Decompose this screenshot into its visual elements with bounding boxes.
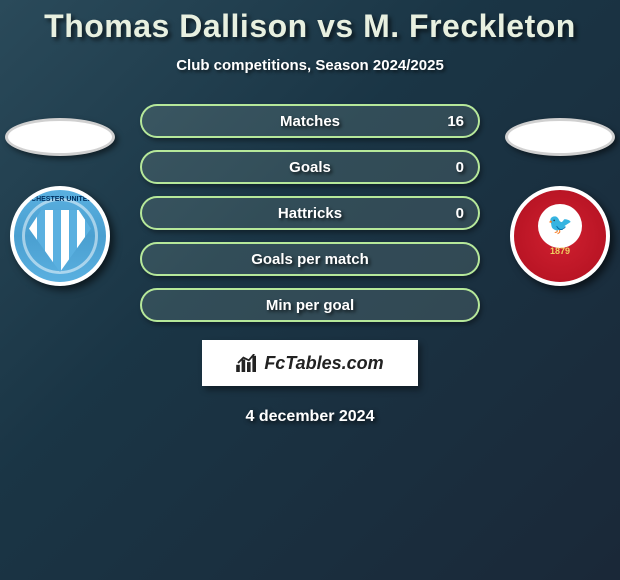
bar-chart-icon [236,354,258,372]
page-subtitle: Club competitions, Season 2024/2025 [0,57,620,74]
stat-row: Hattricks 0 [140,196,480,230]
club-badge-right: 🐦 1879 [510,186,610,286]
stat-row: Min per goal [140,288,480,322]
stat-value-right: 0 [456,159,464,176]
club-badge-left-stripes-icon [29,210,91,272]
stat-row: Goals per match [140,242,480,276]
branding-box[interactable]: FcTables.com [202,340,418,386]
snapshot-date: 4 december 2024 [0,408,620,426]
comparison-card: Thomas Dallison vs M. Freckleton Club co… [0,0,620,426]
club-badge-left-text: COLCHESTER UNITED FC [14,196,106,203]
stats-list: Matches 16 Goals 0 Hattricks 0 Goals per… [140,104,480,322]
stat-label: Matches [280,113,340,130]
page-title: Thomas Dallison vs M. Freckleton [0,8,620,45]
stat-value-right: 16 [447,113,464,130]
branding-text: FcTables.com [264,353,383,374]
stat-label: Hattricks [278,205,342,222]
player-right-column: 🐦 1879 [500,118,620,286]
player-right-avatar-placeholder [505,118,615,156]
player-left-column: COLCHESTER UNITED FC [0,118,120,286]
bird-icon: 🐦 [548,212,573,237]
club-badge-left: COLCHESTER UNITED FC [10,186,110,286]
player-left-avatar-placeholder [5,118,115,156]
stat-value-right: 0 [456,205,464,222]
stat-label: Min per goal [266,297,354,314]
club-badge-right-year: 1879 [514,246,606,256]
stat-row: Matches 16 [140,104,480,138]
stat-row: Goals 0 [140,150,480,184]
stat-label: Goals per match [251,251,369,268]
stat-label: Goals [289,159,331,176]
